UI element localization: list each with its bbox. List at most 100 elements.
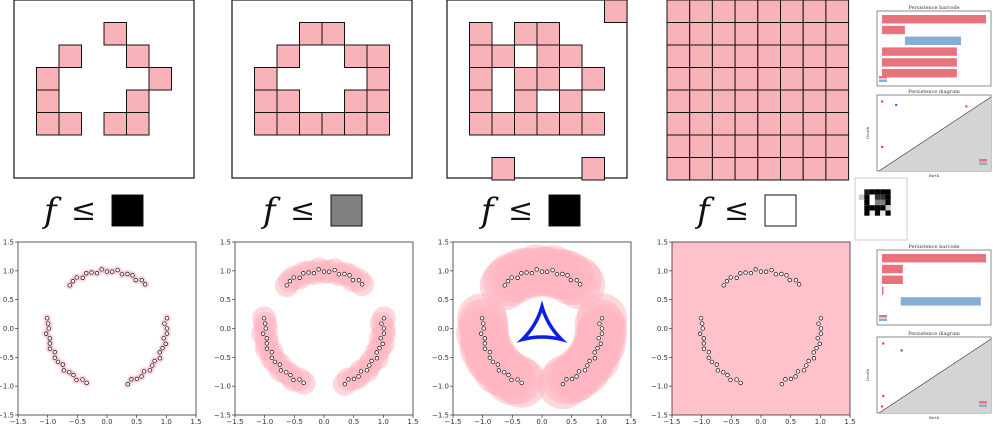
data-point (47, 341, 52, 346)
pixel-cell (581, 67, 605, 91)
pixel-cell (780, 89, 804, 113)
data-point (728, 275, 733, 280)
data-point (753, 267, 758, 272)
data-point (80, 275, 85, 280)
data-point (519, 271, 524, 276)
data-point (284, 370, 289, 375)
data-point (577, 282, 583, 287)
data-point (350, 277, 355, 283)
data-point (164, 331, 170, 336)
x-tick-label: −0.5 (69, 418, 86, 424)
x-tick-label: −1.5 (10, 418, 27, 424)
pixel-cell (491, 44, 515, 68)
side-panels: Persistence barcode Persistence diagram Bi… (854, 5, 992, 420)
pixel-cell (321, 112, 345, 136)
data-point (125, 382, 130, 387)
x-tick-label: 1.0 (378, 418, 389, 424)
y-tick-label: −0.5 (214, 354, 231, 362)
f-symbol: f (478, 191, 499, 231)
pixel-cell (491, 112, 515, 136)
data-point (482, 346, 488, 351)
data-point (481, 321, 486, 326)
x-tick-label: −1.0 (693, 418, 710, 424)
thumbnail-pixel (885, 210, 891, 216)
legend-h0 (879, 315, 887, 318)
diagram-title: Persistence diagram (908, 89, 960, 95)
x-tick-label: 1.5 (844, 418, 855, 424)
f-symbol: f (694, 191, 715, 231)
data-point (709, 359, 715, 365)
data-point (595, 345, 600, 351)
data-point (47, 336, 52, 341)
x-tick-label: −1.5 (445, 418, 462, 424)
data-point (60, 362, 65, 367)
data-point (306, 270, 311, 275)
plot-area (456, 244, 627, 410)
data-point (818, 326, 824, 331)
data-point (596, 336, 601, 341)
barcode-title: Persistence barcode (908, 5, 959, 11)
thumbnail-pixel (859, 215, 865, 222)
thumbnail-pixel (885, 194, 891, 200)
thumbnail-pixel (859, 221, 865, 227)
data-point (505, 279, 511, 284)
pixel-cell (559, 112, 583, 136)
thumbnail-pixel (885, 215, 891, 222)
thumbnail-pixel (864, 215, 870, 222)
y-tick-label: 1.0 (438, 267, 449, 275)
pixel-cell (825, 0, 850, 23)
diagram-point (882, 394, 885, 398)
data-point (519, 380, 524, 386)
diagram-title: Persistence diagram (908, 331, 960, 337)
pixel-cell (734, 44, 759, 68)
data-point (585, 363, 590, 368)
data-point (515, 377, 520, 382)
pixel-cell (802, 44, 827, 68)
barcode-bar (882, 47, 957, 56)
data-point (816, 321, 821, 326)
pixel-cell (126, 44, 150, 68)
data-point (263, 326, 268, 331)
x-tick-label: 0.0 (101, 418, 112, 424)
thumbnail-pixel (880, 221, 886, 227)
pixel-cell (734, 89, 759, 113)
diagram-point (965, 105, 968, 108)
data-point (806, 358, 811, 364)
data-point (46, 326, 51, 331)
data-point (495, 362, 500, 367)
scatter-panel-1: −1.5−1.5 −1.0 −1.0 −0.5 −0.5 0.0 0.0 0.5 0.5 1.0 1… (0, 239, 202, 424)
data-point (378, 336, 383, 341)
pixel-cell (825, 89, 850, 113)
data-point (796, 282, 802, 287)
pixel-cell (344, 112, 368, 136)
thumbnail-pixel (869, 221, 875, 227)
data-point (291, 275, 296, 280)
pixel-cell (366, 89, 390, 113)
pixel-cell (780, 134, 804, 158)
diagram-panel-top: Persistence diagram Birth Death (865, 89, 992, 178)
y-tick-label: 0.0 (657, 325, 668, 333)
x-tick-label: 1.0 (161, 418, 172, 424)
data-point (55, 359, 61, 365)
data-point (374, 350, 379, 355)
data-point (332, 267, 337, 273)
thumbnail-pixel (890, 221, 897, 227)
thumbnail-pixel (869, 215, 875, 222)
data-point (104, 269, 110, 274)
y-tick-label: 1.5 (438, 239, 449, 247)
y-tick-label: −1.0 (214, 383, 231, 391)
pixel-cell (780, 0, 804, 23)
barcode-title: Persistence barcode (908, 244, 959, 250)
pixel-cell (757, 134, 781, 158)
pixel-cell (126, 112, 150, 136)
thumbnail-pixel (874, 221, 881, 227)
data-point (359, 282, 365, 287)
pixel-cell (734, 112, 759, 136)
plot-area (251, 257, 396, 397)
data-point (125, 271, 130, 277)
data-point (715, 368, 721, 373)
thumbnail-pixel (864, 205, 870, 211)
y-tick-label: 0.5 (657, 296, 668, 304)
data-point (301, 380, 306, 386)
